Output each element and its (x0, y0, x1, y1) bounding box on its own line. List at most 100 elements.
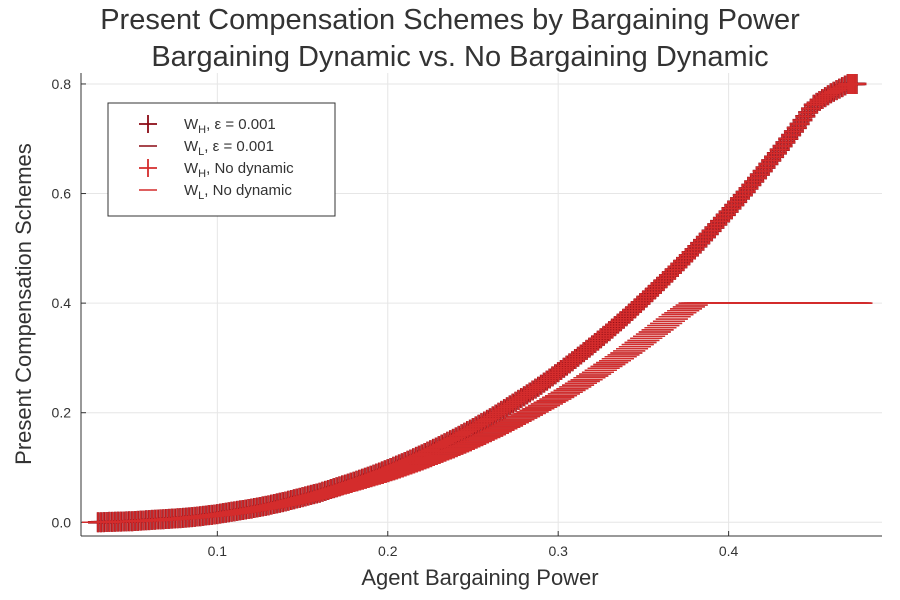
plot-marks (82, 73, 873, 533)
legend-label-main: W (184, 160, 199, 177)
chart-title: Present Compensation Schemes by Bargaini… (100, 4, 800, 36)
data-point-fill (653, 271, 674, 292)
data-point-fill (798, 102, 819, 123)
data-point (786, 117, 807, 138)
data-point-fill (508, 389, 529, 410)
data-point-fill (613, 308, 634, 329)
data-point-fill (664, 259, 685, 280)
data-point-fill (641, 282, 662, 303)
data-point-fill (630, 293, 651, 314)
data-point-fill (505, 391, 526, 412)
data-point-fill (519, 382, 540, 403)
x-tick-label: 0.1 (208, 543, 228, 559)
data-point-fill (482, 406, 503, 427)
legend-entry: WH, ε = 0.001 (139, 115, 276, 136)
data-point-fill (471, 413, 492, 434)
data-point-fill (673, 251, 694, 272)
data-point-fill (670, 254, 691, 275)
x-axis-label: Agent Bargaining Power (361, 565, 598, 590)
data-point-fill (806, 92, 827, 113)
data-point-fill (656, 268, 677, 289)
legend-label: WL, ε = 0.001 (184, 138, 274, 158)
data-point-fill (812, 89, 833, 110)
data-point-fill (795, 106, 816, 127)
legend-label-rest: , No dynamic (204, 182, 292, 199)
y-tick-labels: 0.0 0.2 0.4 0.6 0.8 (52, 76, 72, 530)
data-point-fill (624, 298, 645, 319)
data-point (667, 256, 688, 277)
y-tick-label: 0.8 (52, 76, 72, 92)
data-point (846, 73, 867, 94)
data-point-fill (622, 300, 643, 321)
legend-label-main: W (184, 116, 199, 133)
data-point-fill (468, 414, 489, 435)
data-point-fill (457, 421, 478, 442)
legend-entry: WL, ε = 0.001 (139, 138, 274, 158)
data-point (803, 94, 824, 115)
data-point-fill (647, 276, 668, 297)
legend-label-rest: , ε = 0.001 (206, 116, 276, 133)
legend-marker-cross (139, 159, 157, 177)
data-point-fill (815, 87, 836, 108)
legend-label-main: W (184, 138, 199, 155)
y-tick-label: 0.2 (52, 405, 72, 421)
data-point-fill (792, 110, 813, 131)
data-point (514, 386, 535, 407)
legend-label: WL, No dynamic (184, 182, 292, 202)
data-point-fill (627, 295, 648, 316)
legend-label-sub: L (198, 146, 204, 158)
y-tick-label: 0.6 (52, 186, 72, 202)
legend-box (107, 102, 336, 217)
x-tick-labels: 0.1 0.2 0.3 0.4 (208, 543, 739, 559)
data-point (462, 418, 483, 439)
legend-label: WH, No dynamic (184, 160, 294, 180)
data-point-fill (511, 388, 532, 409)
legend-label-rest: , ε = 0.001 (204, 138, 274, 155)
x-tick-label: 0.4 (719, 543, 739, 559)
legend-label-sub: L (198, 190, 204, 202)
data-point-fill (522, 380, 543, 401)
data-point-fill (800, 98, 821, 119)
series-2 (88, 73, 867, 533)
data-point-fill (477, 409, 498, 430)
data-point-fill (678, 245, 699, 266)
chart-subtitle: Bargaining Dynamic vs. No Bargaining Dyn… (151, 41, 768, 73)
data-point-fill (494, 399, 515, 420)
legend-marker-cross (139, 115, 157, 133)
data-point-fill (502, 393, 523, 414)
data-point-fill (639, 284, 660, 305)
data-point-fill (488, 402, 509, 423)
data-point-fill (644, 279, 665, 300)
legend-label-main: W (184, 182, 199, 199)
data-point-fill (661, 262, 682, 283)
data-point-fill (491, 400, 512, 421)
data-point-fill (460, 419, 481, 440)
y-axis-label: Present Compensation Schemes (11, 143, 36, 465)
legend-label-sub: H (198, 124, 206, 136)
data-point-fill (485, 404, 506, 425)
data-point-fill (789, 113, 810, 134)
data-point-fill (826, 80, 847, 101)
data-point-fill (823, 81, 844, 102)
data-point-fill (516, 384, 537, 405)
data-point-fill (658, 265, 679, 286)
data-point-fill (454, 422, 475, 443)
series-3 (82, 302, 873, 524)
data-point (633, 290, 654, 311)
data-point-fill (619, 303, 640, 324)
legend-label-rest: , No dynamic (206, 160, 294, 177)
data-point-fill (636, 287, 657, 308)
y-tick-label: 0.4 (52, 295, 72, 311)
data-point-fill (809, 90, 830, 111)
data-point (497, 397, 518, 418)
legend-label: WH, ε = 0.001 (184, 116, 276, 136)
data-point-fill (465, 416, 486, 437)
data-point (616, 306, 637, 327)
data-point-fill (829, 78, 850, 99)
legend-entry: WL, No dynamic (139, 182, 292, 202)
x-tick-label: 0.2 (378, 543, 398, 559)
axes (80, 73, 882, 537)
data-point-fill (610, 311, 631, 332)
data-point-fill (818, 85, 839, 106)
legend-entry: WH, No dynamic (139, 159, 294, 180)
